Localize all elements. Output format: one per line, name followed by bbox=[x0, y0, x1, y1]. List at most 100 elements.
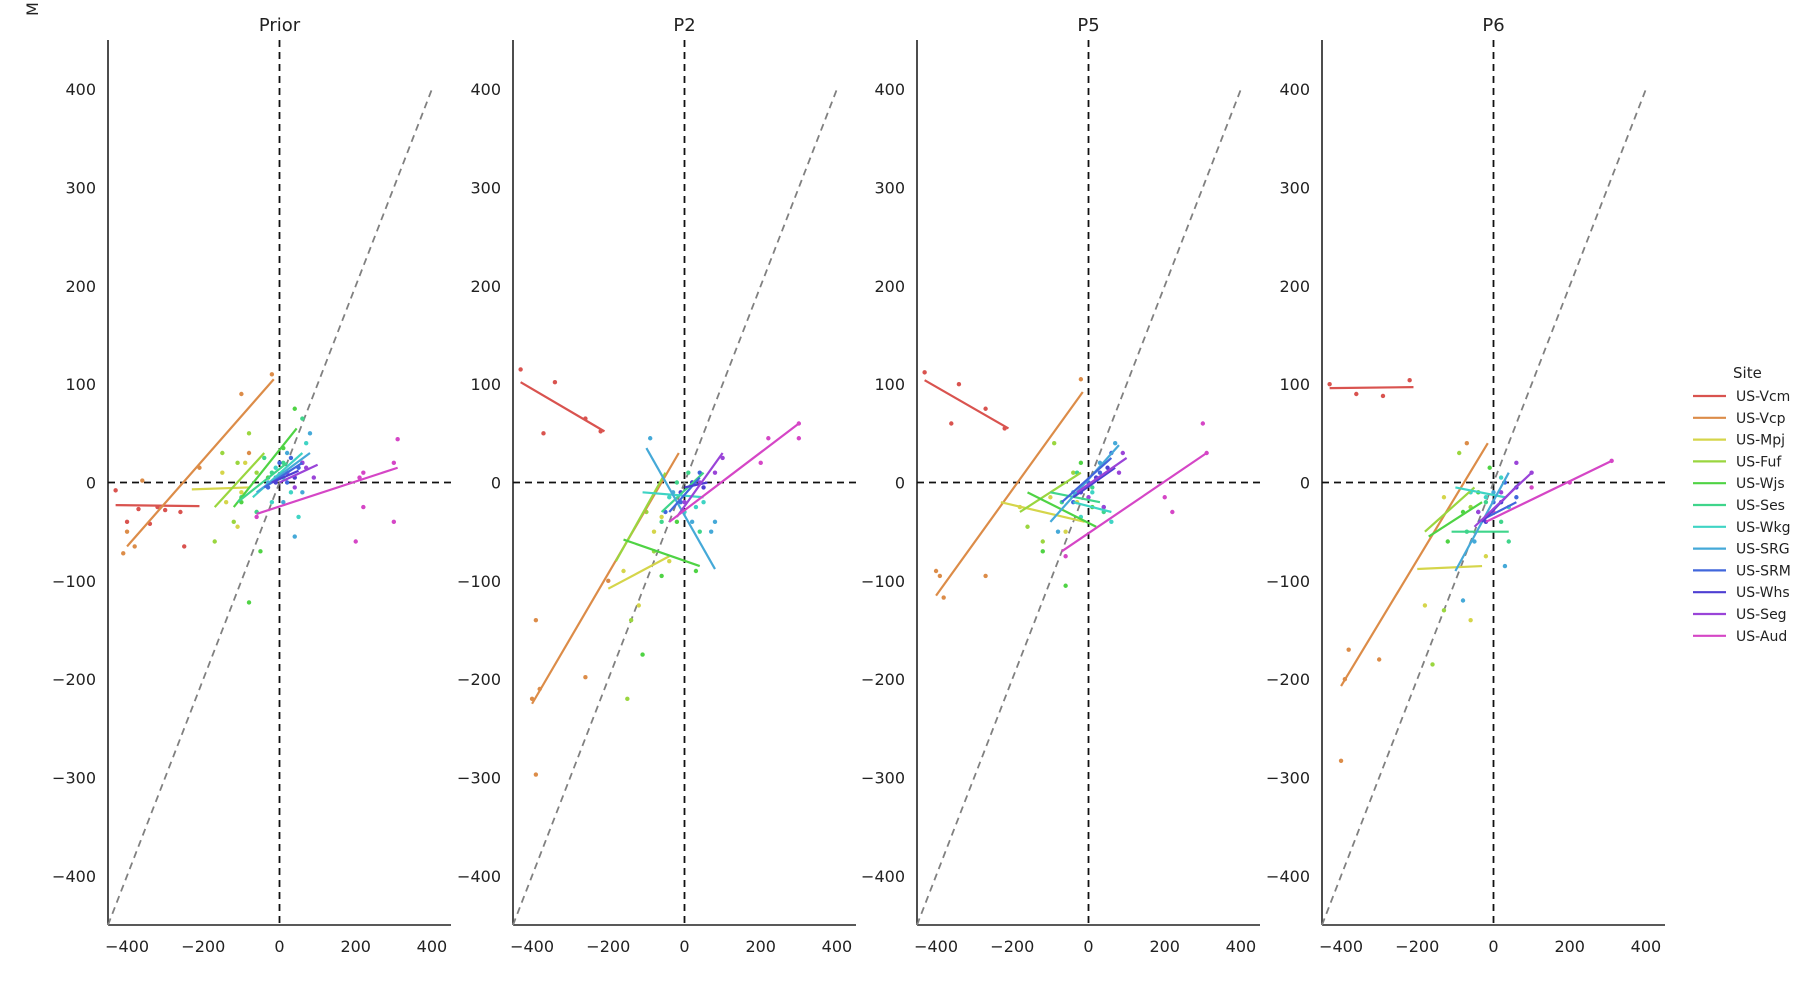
y-tick-label: 400 bbox=[470, 80, 501, 99]
data-point bbox=[796, 436, 802, 441]
data-point bbox=[659, 514, 664, 520]
data-point bbox=[300, 416, 305, 421]
data-point bbox=[178, 509, 183, 515]
x-tick-label: −200 bbox=[1395, 937, 1439, 956]
data-point bbox=[1109, 519, 1114, 525]
data-point bbox=[296, 514, 301, 520]
series-line bbox=[614, 472, 667, 562]
data-point bbox=[1052, 440, 1057, 446]
data-point bbox=[269, 372, 275, 377]
y-tick-label: −200 bbox=[457, 670, 501, 689]
series-line bbox=[256, 466, 398, 516]
data-point bbox=[625, 696, 630, 702]
data-point bbox=[235, 460, 240, 466]
x-tick-label: −200 bbox=[586, 937, 630, 956]
series-line bbox=[1473, 471, 1533, 528]
series-line bbox=[675, 452, 724, 518]
series-line bbox=[213, 452, 266, 508]
y-tick-label: 300 bbox=[65, 179, 96, 198]
data-point bbox=[288, 490, 294, 495]
data-point bbox=[124, 519, 130, 525]
data-point bbox=[659, 573, 664, 579]
data-point bbox=[1376, 657, 1382, 662]
data-point bbox=[246, 450, 252, 456]
legend-label: US-Whs bbox=[1736, 585, 1790, 601]
series-line bbox=[1428, 501, 1483, 538]
series-line bbox=[1076, 457, 1128, 494]
series-line bbox=[1417, 564, 1483, 571]
legend-item: US-Whs bbox=[1693, 585, 1790, 601]
data-point bbox=[113, 488, 118, 493]
x-tick-label: 400 bbox=[822, 937, 853, 956]
series-line bbox=[1424, 486, 1476, 533]
data-point bbox=[1468, 617, 1473, 623]
data-point bbox=[1506, 539, 1511, 544]
data-point bbox=[223, 499, 229, 505]
data-point bbox=[1101, 504, 1106, 510]
x-tick-label: 0 bbox=[274, 937, 284, 956]
series-line bbox=[1049, 444, 1120, 523]
data-point bbox=[361, 470, 366, 475]
data-point bbox=[648, 436, 653, 441]
series-line bbox=[115, 504, 200, 508]
data-point bbox=[1457, 450, 1462, 456]
data-point bbox=[1460, 598, 1466, 603]
y-tick-label: 400 bbox=[65, 80, 96, 99]
data-point bbox=[391, 460, 397, 466]
series-line bbox=[191, 486, 250, 491]
series-line bbox=[531, 452, 680, 705]
data-point bbox=[1346, 647, 1351, 652]
data-point bbox=[1483, 554, 1489, 559]
y-tick-label: 300 bbox=[470, 179, 501, 198]
data-point bbox=[1430, 662, 1435, 667]
data-point bbox=[231, 519, 236, 525]
data-point bbox=[220, 450, 225, 456]
data-point bbox=[983, 573, 988, 579]
legend-label: US-SRG bbox=[1736, 542, 1790, 558]
series-line bbox=[935, 391, 1084, 597]
data-point bbox=[1025, 524, 1030, 529]
series-line bbox=[645, 447, 716, 570]
legend-item: US-SRG bbox=[1693, 542, 1790, 558]
data-point bbox=[720, 455, 725, 461]
data-point bbox=[1445, 539, 1450, 544]
data-point bbox=[1514, 460, 1519, 466]
data-point bbox=[277, 460, 282, 466]
data-point bbox=[1097, 470, 1103, 475]
series-line bbox=[623, 538, 701, 568]
series-line bbox=[607, 555, 670, 590]
series-line bbox=[271, 469, 300, 484]
legend-item: US-Fuf bbox=[1693, 454, 1782, 470]
series-line bbox=[1340, 442, 1489, 687]
data-point bbox=[697, 529, 702, 534]
series-line bbox=[668, 476, 701, 513]
y-tick-label: −400 bbox=[52, 867, 96, 886]
reference-diagonal-line bbox=[916, 88, 1242, 926]
y-tick-label: 300 bbox=[874, 179, 905, 198]
series-line bbox=[1072, 466, 1116, 499]
legend-item: US-Vcp bbox=[1693, 411, 1786, 427]
data-point bbox=[1529, 485, 1534, 490]
data-point bbox=[391, 519, 397, 525]
data-point bbox=[1162, 495, 1167, 500]
legend-label: US-Vcp bbox=[1736, 411, 1786, 427]
data-point bbox=[182, 544, 187, 549]
data-point bbox=[1200, 421, 1206, 426]
series-line bbox=[668, 422, 800, 523]
legend: Site US-Vcm US-Vcp US-Mpj US-Fuf US-Wjs US-Se… bbox=[1693, 364, 1791, 645]
data-point bbox=[621, 568, 626, 574]
data-point bbox=[701, 485, 706, 490]
y-tick-label: −300 bbox=[861, 769, 905, 788]
data-point bbox=[361, 504, 366, 510]
data-point bbox=[1483, 499, 1489, 505]
data-point bbox=[357, 475, 362, 480]
panel-title: P2 bbox=[673, 15, 695, 36]
data-point bbox=[1040, 539, 1045, 544]
y-tick-label: 0 bbox=[491, 474, 501, 493]
data-point bbox=[273, 465, 278, 470]
data-point bbox=[983, 406, 988, 411]
data-point bbox=[659, 519, 664, 525]
data-point bbox=[254, 514, 259, 520]
legend-item: US-Seg bbox=[1693, 607, 1787, 623]
x-tick-label: 400 bbox=[417, 937, 448, 956]
